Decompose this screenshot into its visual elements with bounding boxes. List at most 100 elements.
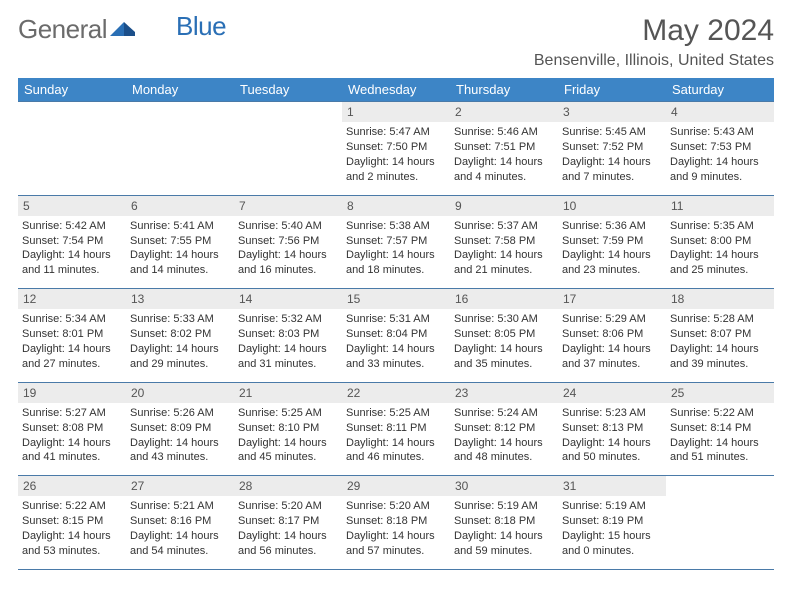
calendar-empty-cell [126, 102, 234, 196]
calendar-day-cell: 11Sunrise: 5:35 AMSunset: 8:00 PMDayligh… [666, 195, 774, 289]
calendar-day-cell: 9Sunrise: 5:37 AMSunset: 7:58 PMDaylight… [450, 195, 558, 289]
sunrise-line: Sunrise: 5:38 AM [346, 219, 446, 234]
sunset-line: Sunset: 8:03 PM [238, 327, 338, 342]
calendar-day-cell: 16Sunrise: 5:30 AMSunset: 8:05 PMDayligh… [450, 289, 558, 383]
daylight-line: Daylight: 14 hours and 18 minutes. [346, 248, 446, 278]
daylight-line: Daylight: 14 hours and 46 minutes. [346, 436, 446, 466]
sunrise-line: Sunrise: 5:36 AM [562, 219, 662, 234]
day-number: 5 [18, 196, 126, 216]
day-number: 2 [450, 102, 558, 122]
sunset-line: Sunset: 7:56 PM [238, 234, 338, 249]
calendar-day-cell: 3Sunrise: 5:45 AMSunset: 7:52 PMDaylight… [558, 102, 666, 196]
sunset-line: Sunset: 8:02 PM [130, 327, 230, 342]
daylight-line: Daylight: 14 hours and 43 minutes. [130, 436, 230, 466]
sunset-line: Sunset: 8:18 PM [454, 514, 554, 529]
daylight-line: Daylight: 14 hours and 57 minutes. [346, 529, 446, 559]
sunrise-line: Sunrise: 5:30 AM [454, 312, 554, 327]
calendar-day-cell: 26Sunrise: 5:22 AMSunset: 8:15 PMDayligh… [18, 476, 126, 570]
daylight-line: Daylight: 14 hours and 31 minutes. [238, 342, 338, 372]
calendar-day-cell: 17Sunrise: 5:29 AMSunset: 8:06 PMDayligh… [558, 289, 666, 383]
sunrise-line: Sunrise: 5:42 AM [22, 219, 122, 234]
sunrise-line: Sunrise: 5:27 AM [22, 406, 122, 421]
sunset-line: Sunset: 8:19 PM [562, 514, 662, 529]
sunrise-line: Sunrise: 5:47 AM [346, 125, 446, 140]
day-number: 7 [234, 196, 342, 216]
weekday-header: Wednesday [342, 78, 450, 102]
sunset-line: Sunset: 8:14 PM [670, 421, 770, 436]
header: General Blue May 2024 Bensenville, Illin… [18, 14, 774, 70]
day-number: 19 [18, 383, 126, 403]
day-number: 26 [18, 476, 126, 496]
calendar-week-row: 1 Sunrise: 5:47 AMSunset: 7:50 PMDaylight… [18, 102, 774, 196]
sunrise-line: Sunrise: 5:22 AM [670, 406, 770, 421]
day-number: 25 [666, 383, 774, 403]
day-number: 23 [450, 383, 558, 403]
sunset-line: Sunset: 8:18 PM [346, 514, 446, 529]
calendar-day-cell: 4Sunrise: 5:43 AMSunset: 7:53 PMDaylight… [666, 102, 774, 196]
daylight-line: Daylight: 14 hours and 25 minutes. [670, 248, 770, 278]
calendar-day-cell: 2Sunrise: 5:46 AMSunset: 7:51 PMDaylight… [450, 102, 558, 196]
calendar-day-cell: 22Sunrise: 5:25 AMSunset: 8:11 PMDayligh… [342, 382, 450, 476]
weekday-header: Sunday [18, 78, 126, 102]
calendar-day-cell: 7 Sunrise: 5:40 AMSunset: 7:56 PMDaylight… [234, 195, 342, 289]
sunset-line: Sunset: 8:00 PM [670, 234, 770, 249]
calendar-day-cell: 28Sunrise: 5:20 AMSunset: 8:17 PMDayligh… [234, 476, 342, 570]
calendar-day-cell: 1 Sunrise: 5:47 AMSunset: 7:50 PMDaylight… [342, 102, 450, 196]
sunrise-line: Sunrise: 5:46 AM [454, 125, 554, 140]
weekday-header: Thursday [450, 78, 558, 102]
sunrise-line: Sunrise: 5:26 AM [130, 406, 230, 421]
calendar-day-cell: 6Sunrise: 5:41 AMSunset: 7:55 PMDaylight… [126, 195, 234, 289]
sunset-line: Sunset: 7:54 PM [22, 234, 122, 249]
day-number: 8 [342, 196, 450, 216]
daylight-line: Daylight: 14 hours and 16 minutes. [238, 248, 338, 278]
sunset-line: Sunset: 8:09 PM [130, 421, 230, 436]
day-number: 6 [126, 196, 234, 216]
calendar-day-cell: 12Sunrise: 5:34 AMSunset: 8:01 PMDayligh… [18, 289, 126, 383]
day-number: 1 [342, 102, 450, 122]
daylight-line: Daylight: 14 hours and 2 minutes. [346, 155, 446, 185]
logo-text-1: General [18, 14, 107, 45]
daylight-line: Daylight: 14 hours and 23 minutes. [562, 248, 662, 278]
day-number: 28 [234, 476, 342, 496]
daylight-line: Daylight: 14 hours and 33 minutes. [346, 342, 446, 372]
sunrise-line: Sunrise: 5:45 AM [562, 125, 662, 140]
calendar-day-cell: 25 Sunrise: 5:22 AMSunset: 8:14 PMDayligh… [666, 382, 774, 476]
sunrise-line: Sunrise: 5:40 AM [238, 219, 338, 234]
sunset-line: Sunset: 8:10 PM [238, 421, 338, 436]
sunset-line: Sunset: 8:13 PM [562, 421, 662, 436]
day-number: 16 [450, 289, 558, 309]
calendar-day-cell: 18Sunrise: 5:28 AMSunset: 8:07 PMDayligh… [666, 289, 774, 383]
daylight-line: Daylight: 14 hours and 59 minutes. [454, 529, 554, 559]
calendar-day-cell: 27Sunrise: 5:21 AMSunset: 8:16 PMDayligh… [126, 476, 234, 570]
sunrise-line: Sunrise: 5:24 AM [454, 406, 554, 421]
calendar-header-row: SundayMondayTuesdayWednesdayThursdayFrid… [18, 78, 774, 102]
sunrise-line: Sunrise: 5:19 AM [454, 499, 554, 514]
calendar-empty-cell [666, 476, 774, 570]
day-number: 18 [666, 289, 774, 309]
sunset-line: Sunset: 7:59 PM [562, 234, 662, 249]
day-number: 29 [342, 476, 450, 496]
sunset-line: Sunset: 7:51 PM [454, 140, 554, 155]
calendar-day-cell: 8Sunrise: 5:38 AMSunset: 7:57 PMDaylight… [342, 195, 450, 289]
calendar-week-row: 12Sunrise: 5:34 AMSunset: 8:01 PMDayligh… [18, 289, 774, 383]
daylight-line: Daylight: 14 hours and 51 minutes. [670, 436, 770, 466]
day-number: 15 [342, 289, 450, 309]
sunrise-line: Sunrise: 5:35 AM [670, 219, 770, 234]
weekday-header: Tuesday [234, 78, 342, 102]
weekday-header: Saturday [666, 78, 774, 102]
sunset-line: Sunset: 7:50 PM [346, 140, 446, 155]
sunrise-line: Sunrise: 5:20 AM [238, 499, 338, 514]
sunrise-line: Sunrise: 5:20 AM [346, 499, 446, 514]
day-number: 24 [558, 383, 666, 403]
sunset-line: Sunset: 8:16 PM [130, 514, 230, 529]
sunset-line: Sunset: 8:11 PM [346, 421, 446, 436]
logo-text-2: Blue [176, 11, 226, 42]
calendar-empty-cell [234, 102, 342, 196]
sunset-line: Sunset: 7:58 PM [454, 234, 554, 249]
daylight-line: Daylight: 14 hours and 54 minutes. [130, 529, 230, 559]
sunrise-line: Sunrise: 5:21 AM [130, 499, 230, 514]
sunset-line: Sunset: 8:07 PM [670, 327, 770, 342]
sunrise-line: Sunrise: 5:34 AM [22, 312, 122, 327]
calendar-day-cell: 31Sunrise: 5:19 AMSunset: 8:19 PMDayligh… [558, 476, 666, 570]
logo-mark-icon [110, 14, 136, 45]
